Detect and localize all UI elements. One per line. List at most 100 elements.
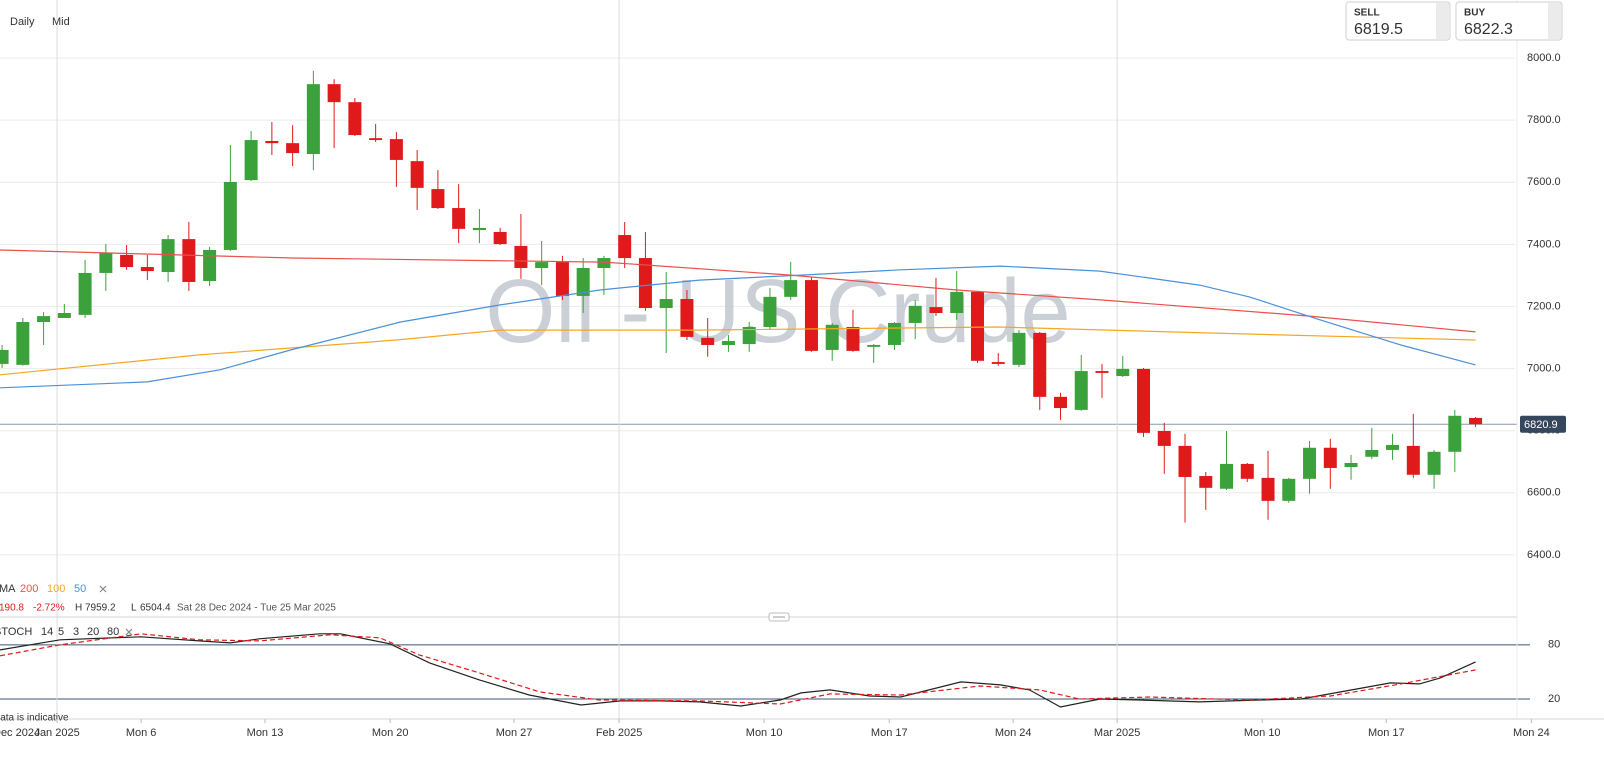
candle-body xyxy=(618,235,632,259)
candle-body xyxy=(223,181,237,250)
x-axis-sticky-label: Dec 2024 xyxy=(0,727,40,739)
candle-body xyxy=(306,84,320,155)
x-tick-label: Mon 24 xyxy=(995,727,1032,739)
disclaimer: Data is indicative xyxy=(0,713,69,724)
candle-body xyxy=(410,161,424,188)
candle-body xyxy=(140,267,154,272)
candle-body xyxy=(701,337,715,345)
candle-body xyxy=(265,140,279,144)
candle-body xyxy=(908,305,922,323)
sell-label: SELL xyxy=(1354,8,1380,19)
candle-body xyxy=(535,262,549,268)
stat-high: 7959.2 xyxy=(85,603,116,614)
candle-body xyxy=(1137,368,1151,433)
candle-body xyxy=(452,208,466,229)
last-price-tag xyxy=(1520,415,1566,433)
candle-body xyxy=(348,102,362,136)
candle-body xyxy=(804,280,818,351)
last-price-label: 6820.9 xyxy=(1524,419,1558,431)
candle-body xyxy=(1054,396,1067,409)
candle-body xyxy=(120,254,134,268)
y-tick-label: 7400.0 xyxy=(1527,238,1561,250)
x-tick-label: Jan 2025 xyxy=(34,727,79,739)
candle-body xyxy=(1344,462,1358,468)
candle-body xyxy=(203,249,217,282)
x-tick-label: Mon 27 xyxy=(496,727,533,739)
marks-layer: Oil - US Crude xyxy=(0,70,1483,708)
candle-body xyxy=(1448,415,1462,452)
stat-change-pct: -2.72% xyxy=(33,603,65,614)
y-tick-label: 7200.0 xyxy=(1527,300,1561,312)
y-tick-label: 7000.0 xyxy=(1527,362,1561,374)
candle-body xyxy=(825,324,839,350)
stat-change: -190.8 xyxy=(0,603,24,614)
candle-body xyxy=(867,344,881,347)
candle-body xyxy=(493,231,507,245)
legend-entry[interactable]: 200 xyxy=(20,583,38,595)
candle-body xyxy=(0,349,9,364)
candle-body xyxy=(1116,368,1130,377)
x-tick-label: Feb 2025 xyxy=(596,727,642,739)
candle-body xyxy=(1157,430,1171,446)
indicator-line xyxy=(0,326,1476,376)
candle-body xyxy=(887,322,901,345)
stoch-remove-icon[interactable] xyxy=(125,628,133,636)
indicator-line xyxy=(0,249,1476,333)
stat-range: Sat 28 Dec 2024 - Tue 25 Mar 2025 xyxy=(177,603,336,614)
y-tick-label: 8000.0 xyxy=(1527,52,1561,64)
sell-button-strip xyxy=(1436,3,1449,39)
grid-layer xyxy=(0,0,1530,719)
candle-body xyxy=(929,307,943,314)
candle-body xyxy=(1074,371,1088,410)
x-tick-label: Mar 2025 xyxy=(1094,727,1140,739)
candle-body xyxy=(1303,447,1317,479)
ma-remove-icon[interactable] xyxy=(99,585,107,593)
candle-body xyxy=(1220,463,1234,489)
x-tick-label: Mon 17 xyxy=(1368,727,1405,739)
x-tick-label: Mon 10 xyxy=(746,727,783,739)
candle-body xyxy=(244,140,258,181)
x-tick-label: Mon 10 xyxy=(1244,727,1281,739)
candle-body xyxy=(1240,463,1254,479)
candle-body xyxy=(846,326,860,351)
y-tick-label: 7600.0 xyxy=(1527,176,1561,188)
candle-body xyxy=(659,299,673,309)
x-tick-label: Mon 13 xyxy=(247,727,284,739)
candle-body xyxy=(597,258,611,268)
x-tick-label: Mon 17 xyxy=(871,727,908,739)
buy-button[interactable] xyxy=(1455,1,1563,41)
candle-body xyxy=(1427,451,1441,475)
ma-legend-label: MA xyxy=(0,583,16,595)
y-tick-label: 6400.0 xyxy=(1527,549,1561,561)
candle-body xyxy=(16,322,30,365)
candle-body xyxy=(721,340,735,345)
candle-body xyxy=(680,299,694,337)
candle-body xyxy=(161,239,175,273)
candle-body xyxy=(514,245,528,268)
sell-price: 6819.5 xyxy=(1354,21,1403,38)
y-tick-label: 7800.0 xyxy=(1527,114,1561,126)
interval-selector[interactable]: Daily xyxy=(10,16,35,28)
legend-entry[interactable]: 100 xyxy=(47,583,65,595)
candle-body xyxy=(182,239,196,282)
legend-entry[interactable]: 50 xyxy=(74,583,86,595)
buy-price: 6822.3 xyxy=(1464,21,1513,38)
stoch-param: 14 xyxy=(41,626,53,638)
candle-body xyxy=(78,272,92,315)
candle-body xyxy=(1261,477,1275,501)
y-tick-label: 20 xyxy=(1548,693,1560,705)
stoch-param: 3 xyxy=(73,626,79,638)
candle-body xyxy=(1012,332,1026,365)
indicator-line xyxy=(0,265,1476,389)
price-type-selector[interactable]: Mid xyxy=(52,16,70,28)
candle-body xyxy=(99,253,113,273)
sell-button[interactable] xyxy=(1345,1,1451,41)
candle-body xyxy=(950,291,964,314)
candle-body xyxy=(37,316,51,323)
candle-body xyxy=(1199,476,1213,488)
candle-body xyxy=(970,291,984,361)
candle-body xyxy=(1386,444,1400,450)
candle-body xyxy=(327,84,341,103)
